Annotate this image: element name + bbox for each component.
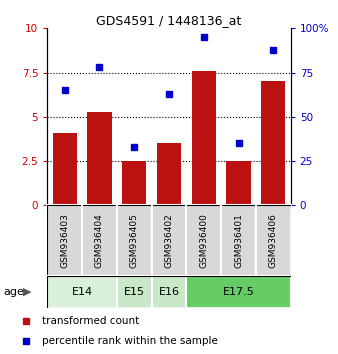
Text: GSM936404: GSM936404 [95, 213, 104, 268]
Bar [221, 205, 256, 276]
Bar [256, 205, 291, 276]
Bar [122, 161, 146, 205]
Bar [47, 276, 117, 308]
Bar [87, 113, 112, 205]
Bar [52, 133, 77, 205]
Text: E14: E14 [72, 287, 93, 297]
Bar [157, 143, 181, 205]
Bar [117, 205, 152, 276]
Text: percentile rank within the sample: percentile rank within the sample [42, 336, 217, 346]
Text: E15: E15 [124, 287, 145, 297]
Text: age: age [3, 287, 24, 297]
Bar [186, 205, 221, 276]
Bar [226, 161, 251, 205]
Text: transformed count: transformed count [42, 316, 139, 326]
Bar [117, 276, 152, 308]
Text: GSM936401: GSM936401 [234, 213, 243, 268]
Bar [152, 205, 186, 276]
Text: GSM936406: GSM936406 [269, 213, 278, 268]
Text: GSM936402: GSM936402 [165, 213, 173, 268]
Bar [186, 276, 291, 308]
Bar [47, 205, 82, 276]
Bar [261, 81, 286, 205]
Text: GSM936405: GSM936405 [130, 213, 139, 268]
Text: ▶: ▶ [23, 287, 31, 297]
Title: GDS4591 / 1448136_at: GDS4591 / 1448136_at [96, 14, 242, 27]
Bar [82, 205, 117, 276]
Text: E16: E16 [159, 287, 179, 297]
Text: E17.5: E17.5 [223, 287, 255, 297]
Text: GSM936400: GSM936400 [199, 213, 208, 268]
Bar [192, 71, 216, 205]
Text: GSM936403: GSM936403 [60, 213, 69, 268]
Bar [152, 276, 186, 308]
